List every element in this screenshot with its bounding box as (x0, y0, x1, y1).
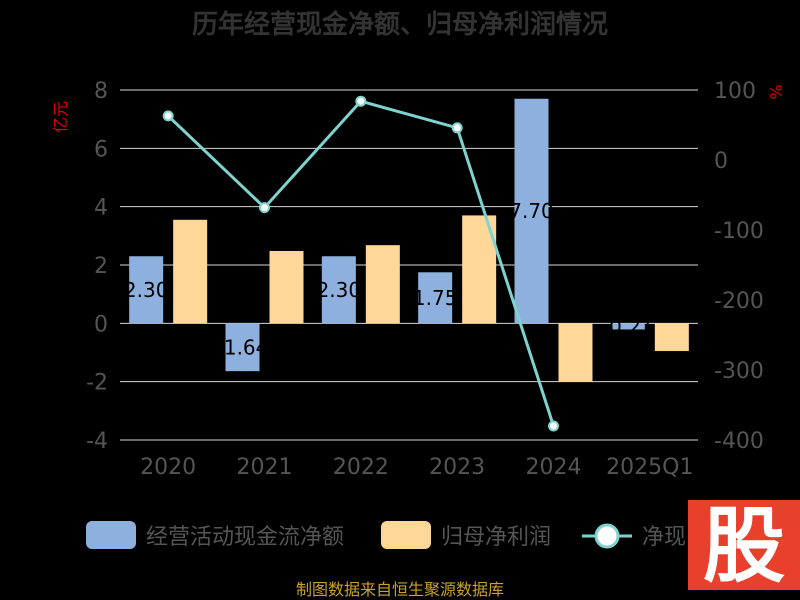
right-tick-label: -200 (714, 289, 764, 314)
category-label-2022: 2022 (333, 455, 389, 480)
ratio-point-2022 (355, 95, 367, 107)
logo-badge: 股 (688, 499, 800, 594)
ratio-line (162, 95, 559, 432)
ratio-point-2024 (548, 420, 559, 432)
grid-lines (120, 89, 698, 441)
left-tick-label: 8 (94, 79, 108, 104)
right-tick-label: 100 (714, 79, 756, 104)
right-axis-ticks: -400 -300 -200 -100 0 100 (714, 79, 764, 454)
bar-label-op-cash-2021: -1.64 (217, 335, 269, 359)
left-tick-label: 0 (94, 312, 108, 337)
right-axis-unit: % (766, 84, 785, 99)
left-tick-label: -2 (86, 371, 108, 396)
bar-net-profit-2024 (558, 323, 593, 382)
chart-title: 历年经营现金净额、归母净利润情况 (192, 9, 608, 40)
legend: 经营活动现金流净额 归母净利润 净现比 (86, 521, 708, 550)
category-labels: 2020 2021 2022 2023 2024 2025Q1 (140, 455, 693, 480)
right-tick-label: -100 (714, 219, 764, 244)
bar-op-cash-2024 (514, 98, 549, 324)
ratio-point-2023 (451, 122, 463, 134)
category-label-2025Q1: 2025Q1 (606, 455, 693, 480)
bar-op-cash-2020 (129, 256, 164, 324)
left-tick-label: -4 (86, 429, 108, 454)
right-tick-label: -300 (714, 359, 764, 384)
bar-label-op-cash-2023: 1.75 (413, 286, 458, 310)
bar-net-profit-2022 (365, 245, 400, 324)
left-axis-unit: 亿元 (51, 101, 70, 133)
category-label-2023: 2023 (429, 455, 485, 480)
left-axis-ticks: -4 -2 0 2 4 6 8 (86, 79, 108, 454)
legend-swatch-op-cash[interactable] (86, 521, 136, 549)
right-tick-label: 0 (714, 149, 728, 174)
legend-marker-ratio (594, 523, 620, 549)
ratio-point-2021 (259, 202, 270, 214)
bar-label-op-cash-2020: 2.30 (124, 278, 169, 302)
bar-op-cash-2023 (418, 272, 453, 324)
bar-op-cash-2025Q1 (610, 323, 645, 330)
bar-net-profit-2020 (173, 219, 208, 324)
footer-source: 制图数据来自恒生聚源数据库 (296, 580, 504, 599)
category-label-2020: 2020 (140, 455, 196, 480)
legend-label-net-profit[interactable]: 归母净利润 (441, 525, 551, 550)
left-tick-label: 2 (94, 254, 108, 279)
left-tick-label: 6 (94, 137, 108, 162)
ratio-point-2020 (162, 110, 174, 122)
right-tick-label: -400 (714, 429, 764, 454)
bar-net-profit-2021 (269, 251, 304, 324)
bar-op-cash-2022 (321, 256, 356, 324)
bar-label-op-cash-2025Q1: -0.21 (602, 314, 654, 338)
bars (129, 98, 689, 382)
bar-op-cash-2021 (225, 323, 260, 372)
bar-label-op-cash-2024: 7.70 (509, 199, 554, 223)
legend-label-op-cash[interactable]: 经营活动现金流净额 (146, 525, 344, 550)
left-tick-label: 4 (94, 196, 108, 221)
category-label-2021: 2021 (237, 455, 293, 480)
bar-label-op-cash-2022: 2.30 (317, 278, 362, 302)
badge-text: 股 (703, 499, 785, 594)
bar-net-profit-2025Q1 (654, 323, 689, 352)
category-label-2024: 2024 (526, 455, 582, 480)
bar-labels: 2.30 -1.64 2.30 1.75 7.70 -0.21 (124, 199, 654, 359)
legend-swatch-net-profit[interactable] (381, 521, 431, 549)
